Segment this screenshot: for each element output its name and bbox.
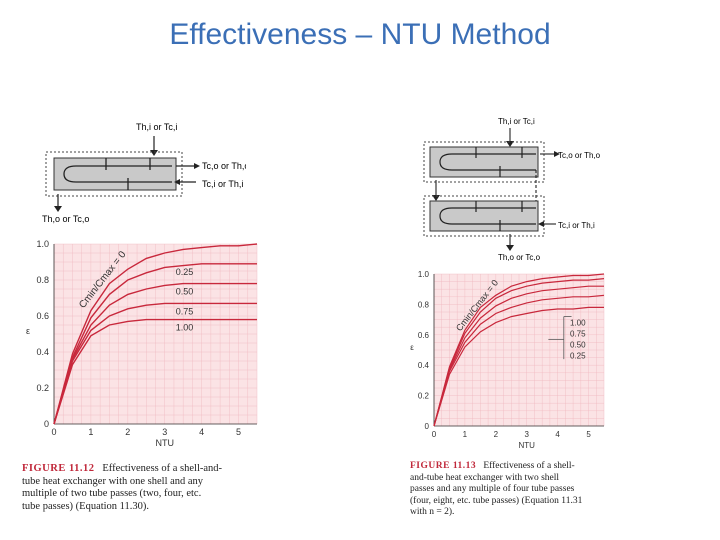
right-schematic: Th,i or Tc,i Tc,o or Th,o Tc,i or Th,i T… (423, 117, 601, 262)
shell-1 (429, 146, 539, 178)
right-right-lower-label: Tc,i or Th,i (558, 221, 595, 230)
legend-value-0.50: 0.50 (570, 341, 586, 350)
y-tick-label: 0 (44, 419, 49, 429)
x-axis-label: NTU (155, 438, 174, 448)
y-tick-label: 0.2 (418, 392, 430, 401)
series-line-0.50 (53, 282, 257, 425)
curve-label-0.75: 0.75 (176, 306, 194, 316)
right-right-upper-label: Tc,o or Th,o (558, 151, 601, 160)
left-caption-line-3: multiple of two tube passes (two, four, … (22, 488, 202, 499)
left-caption-line-1: Effectiveness of a shell-and- (102, 463, 223, 474)
y-tick-label: 0.4 (418, 361, 430, 370)
right-caption-line-2: and-tube heat exchanger with two shell (410, 472, 560, 483)
x-axis-label: NTU (519, 441, 536, 450)
y-tick-label: 0.6 (36, 311, 49, 321)
right-caption: FIGURE 11.13 Effectiveness of a shell- a… (410, 461, 610, 519)
slide-title: Effectiveness – NTU Method (169, 18, 551, 51)
series-line-0.25 (53, 263, 257, 425)
x-tick-label: 5 (586, 430, 591, 439)
tube-u (63, 165, 172, 183)
left-schematic: Th,i or Tc,i Tc,o or Th,o Tc,i or Th,i T… (42, 122, 246, 224)
x-tick-label: 1 (88, 427, 93, 437)
y-axis-label: ε (410, 343, 414, 352)
y-tick-label: 0.8 (418, 300, 430, 309)
shell (53, 157, 177, 191)
x-tick-label: 2 (494, 430, 499, 439)
left-right-lower-label: Tc,i or Th,i (202, 179, 243, 189)
legend-value-0.25: 0.25 (570, 352, 586, 361)
left-top-label: Th,i or Tc,i (136, 122, 177, 132)
series-line-0.75 (53, 302, 257, 425)
legend-value-0.75: 0.75 (570, 330, 586, 339)
right-bottom-label: Th,o or Tc,o (498, 253, 541, 262)
left-figure-label: FIGURE 11.12 (22, 463, 95, 474)
x-tick-label: 0 (432, 430, 437, 439)
left-caption-line-4: tube passes) (Equation 11.30). (22, 500, 150, 512)
curve-label-1.00: 1.00 (176, 323, 194, 333)
series-line-0 (433, 273, 605, 427)
series-line-0.50 (433, 285, 604, 427)
right-caption-line-5: with n = 2). (410, 507, 455, 517)
y-tick-label: 0.8 (36, 275, 49, 285)
x-tick-label: 5 (236, 427, 241, 437)
series-line-0 (53, 243, 258, 425)
right-caption-line-4: (four, eight, etc. tube passes) (Equatio… (410, 495, 583, 506)
shell-2 (429, 200, 539, 232)
curve-label-0.25: 0.25 (176, 267, 194, 277)
right-caption-line-3: passes and any multiple of four tube pas… (410, 484, 575, 494)
x-tick-label: 2 (125, 427, 130, 437)
y-tick-label: 0.4 (36, 347, 49, 357)
x-tick-label: 3 (162, 427, 167, 437)
legend-value-1.00: 1.00 (570, 319, 586, 328)
left-caption: FIGURE 11.12 Effectiveness of a shell-an… (22, 463, 262, 513)
x-tick-label: 0 (51, 427, 56, 437)
left-right-upper-label: Tc,o or Th,o (202, 161, 246, 171)
series-line-0.75 (433, 294, 605, 427)
series-line-1.00 (53, 318, 257, 425)
right-figure-label: FIGURE 11.13 (410, 461, 477, 471)
shell-outline (45, 151, 183, 197)
y-tick-label: 1.0 (36, 239, 49, 249)
left-caption-line-2: tube heat exchanger with one shell and a… (22, 475, 204, 487)
y-tick-label: 0 (425, 422, 430, 431)
right-top-label: Th,i or Tc,i (498, 117, 535, 126)
y-tick-label: 0.2 (36, 383, 49, 393)
series-line-0.25 (433, 278, 605, 427)
series-line-1.00 (433, 306, 604, 427)
y-tick-label: 0.6 (418, 331, 430, 340)
x-tick-label: 1 (463, 430, 468, 439)
right-caption-line-1: Effectiveness of a shell- (483, 461, 575, 471)
y-tick-label: 1.0 (418, 270, 430, 279)
x-tick-label: 3 (525, 430, 530, 439)
x-tick-label: 4 (199, 427, 204, 437)
x-tick-label: 4 (555, 430, 560, 439)
curve-label-0.50: 0.50 (176, 287, 194, 297)
y-axis-label: ε (26, 326, 30, 336)
left-bottom-label: Th,o or Tc,o (42, 214, 89, 224)
